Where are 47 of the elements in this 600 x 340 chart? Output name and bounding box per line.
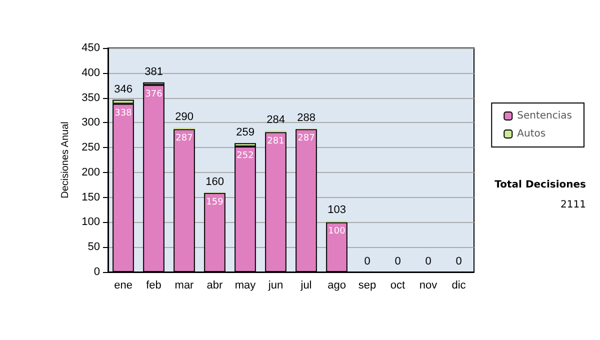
- legend-label: Sentencias: [517, 110, 572, 122]
- y-tick-label: 250: [82, 142, 100, 154]
- data-label: 287: [298, 134, 315, 144]
- total-label: 259: [236, 126, 254, 139]
- total-label: 381: [144, 66, 163, 78]
- x-tick-label: ene: [114, 280, 132, 292]
- total-label: 0: [364, 256, 370, 268]
- y-tick-label: 150: [82, 191, 100, 204]
- total-label: 160: [206, 176, 224, 188]
- data-label: 159: [206, 197, 224, 208]
- x-tick-label: jul: [300, 280, 312, 292]
- total-label: 0: [394, 256, 401, 268]
- y-axis-title: Decisiones Anual: [60, 122, 72, 198]
- total-label: 0: [456, 256, 462, 268]
- data-label: 281: [267, 136, 284, 147]
- y-tick-label: 50: [88, 241, 100, 254]
- data-label: 287: [176, 134, 193, 144]
- x-tick-label: abr: [206, 280, 224, 292]
- total-label: 346: [114, 83, 132, 96]
- data-label: 376: [145, 89, 163, 100]
- x-tick-label: feb: [146, 280, 162, 292]
- x-tick-label: dic: [452, 280, 466, 292]
- total-label: 284: [266, 114, 285, 126]
- data-label: 100: [328, 226, 346, 237]
- y-tick-label: 200: [82, 166, 100, 178]
- legend-label: Autos: [517, 128, 546, 140]
- total-label: 0: [425, 256, 432, 268]
- y-tick-label: 100: [82, 216, 100, 228]
- x-tick-label: ago: [328, 280, 346, 292]
- x-tick-label: jun: [267, 280, 284, 292]
- y-tick-label: 0: [94, 266, 100, 278]
- text: 2111: [560, 200, 586, 210]
- data-label: 338: [114, 108, 132, 118]
- y-tick-label: 350: [82, 92, 100, 104]
- x-tick-label: nov: [419, 280, 438, 292]
- x-tick-label: sep: [358, 280, 376, 292]
- total-label: 288: [297, 112, 316, 124]
- data-label: 252: [236, 151, 254, 162]
- x-tick-label: may: [234, 280, 256, 292]
- x-tick-label: oct: [390, 280, 406, 292]
- y-tick-label: 400: [82, 66, 100, 79]
- total-label: 290: [175, 111, 194, 124]
- text: Total Decisiones: [494, 180, 586, 190]
- y-tick-label: 300: [82, 116, 100, 129]
- x-tick-label: mar: [174, 280, 194, 292]
- total-label: 103: [328, 204, 346, 216]
- y-tick-label: 450: [82, 42, 100, 54]
